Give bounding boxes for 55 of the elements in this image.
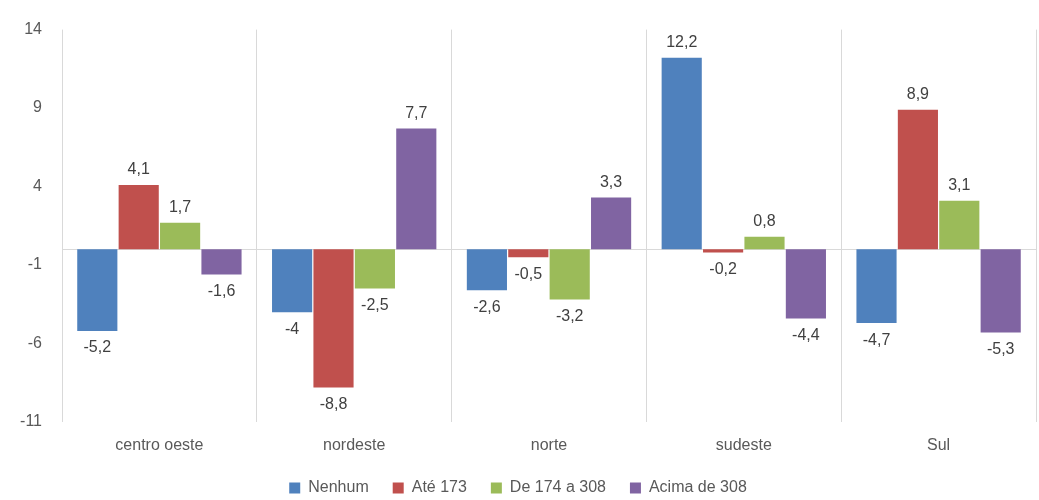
legend-label: Até 173 [411, 478, 467, 496]
x-tick-label: centro oeste [115, 436, 204, 454]
data-label: -4 [284, 319, 300, 337]
data-label: -5,3 [986, 339, 1015, 357]
data-label: -5,2 [83, 338, 112, 356]
data-label: -4,7 [862, 330, 891, 348]
x-tick-label: Sul [927, 436, 951, 454]
bar [201, 249, 242, 275]
x-tick-label: sudeste [715, 436, 772, 454]
bar [703, 249, 744, 253]
data-label: 3,1 [948, 176, 971, 194]
data-label: -3,2 [555, 306, 584, 324]
data-label: -2,6 [473, 297, 501, 315]
x-tick-label: norte [530, 436, 568, 454]
x-tick-label: nordeste [323, 436, 386, 454]
bar [77, 249, 118, 331]
bar [591, 197, 632, 250]
data-label: -8,8 [319, 394, 348, 412]
data-label: -0,2 [709, 259, 737, 277]
data-label: 1,7 [168, 198, 192, 216]
y-tick-label: -1 [27, 255, 43, 273]
bar [661, 57, 702, 250]
data-label: 3,3 [599, 172, 623, 190]
bar [939, 200, 980, 250]
y-tick-label: 4 [33, 176, 43, 194]
bar [118, 184, 159, 250]
data-label: 8,9 [906, 85, 930, 103]
legend-label: Nenhum [308, 478, 369, 496]
y-tick-label: -11 [20, 412, 43, 430]
bar [272, 249, 313, 313]
bar [508, 249, 549, 258]
data-label: -1,6 [207, 281, 236, 299]
legend-label: Acima de 308 [648, 478, 747, 496]
data-label: 4,1 [127, 160, 150, 178]
bar [466, 249, 507, 291]
bar [785, 249, 826, 319]
bar [160, 222, 201, 250]
data-label: 7,7 [405, 103, 428, 121]
bar [313, 249, 354, 388]
bar [980, 249, 1021, 333]
legend-label: De 174 a 308 [509, 478, 607, 496]
data-label: -0,5 [514, 264, 543, 282]
bar [549, 249, 590, 300]
bar [396, 128, 437, 250]
bar [354, 249, 395, 289]
data-label: -2,5 [361, 295, 389, 313]
data-label: 12,2 [666, 33, 698, 51]
y-tick-label: -6 [27, 333, 43, 351]
bar [897, 109, 938, 250]
y-tick-label: 14 [24, 20, 43, 38]
y-tick-label: 9 [33, 98, 43, 116]
bar [856, 249, 897, 324]
bar [744, 236, 785, 250]
data-label: -4,4 [792, 325, 820, 343]
data-label: 0,8 [753, 212, 776, 230]
